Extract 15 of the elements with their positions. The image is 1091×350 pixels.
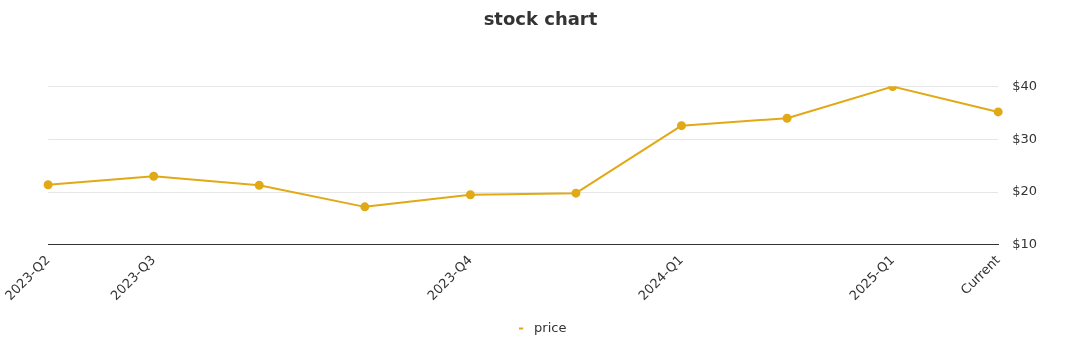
- point: [782, 113, 792, 123]
- y-tick-label: $10: [1012, 236, 1038, 252]
- chart-title: stock chart: [483, 8, 598, 30]
- y-tick-label: $20: [1012, 183, 1038, 199]
- point: [465, 190, 475, 200]
- y-tick-label: $30: [1012, 130, 1038, 146]
- legend-label: price: [534, 319, 567, 335]
- y-tick-label: $40: [1012, 77, 1038, 93]
- point: [360, 202, 370, 212]
- point: [254, 180, 264, 190]
- point: [43, 180, 53, 190]
- point: [149, 171, 159, 181]
- point: [571, 188, 581, 198]
- point: [993, 107, 1003, 117]
- point: [677, 121, 686, 131]
